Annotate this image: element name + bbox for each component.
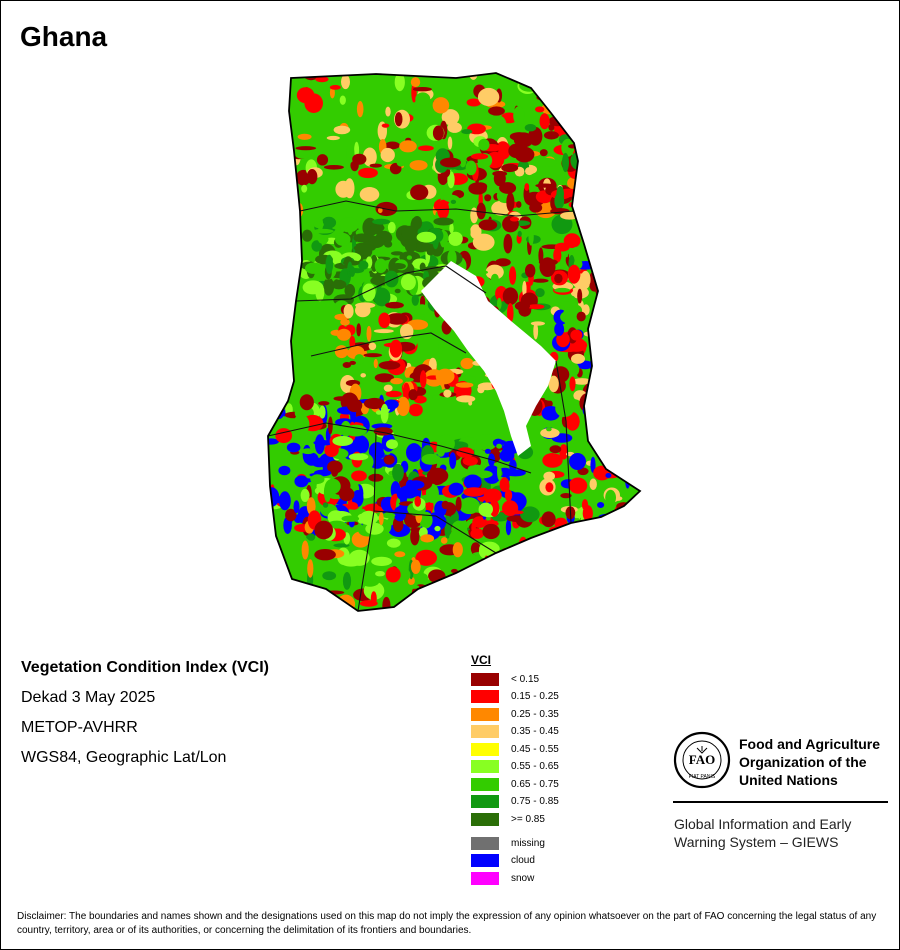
giews-line-1: Global Information and Early (674, 816, 852, 832)
legend-item: 0.75 - 0.85 (471, 795, 559, 809)
fao-logo-motto: FIAT PANIS (689, 774, 716, 780)
legend-swatch (471, 672, 499, 686)
legend-swatch (471, 690, 499, 703)
ghana-vci-map (267, 72, 641, 612)
legend-label: 0.55 - 0.65 (511, 761, 559, 772)
legend-item: snow (471, 871, 534, 885)
legend-label: >= 0.85 (511, 813, 545, 825)
dekad-date: Dekad 3 May 2025 (21, 689, 156, 706)
legend-item: 0.15 - 0.25 (471, 690, 559, 704)
legend-label: 0.15 - 0.25 (511, 691, 559, 702)
legend-swatch (471, 742, 499, 756)
legend-label: 0.45 - 0.55 (511, 743, 559, 755)
legend-swatch (471, 725, 499, 738)
projection-info: WGS84, Geographic Lat/Lon (21, 749, 227, 766)
legend-item: 0.45 - 0.55 (471, 742, 559, 756)
fao-logo-text: FAO (689, 752, 715, 767)
wheat-icon (696, 746, 708, 754)
fao-logo: FAO FIAT PANIS (673, 731, 731, 789)
legend-item: 0.25 - 0.35 (471, 707, 559, 721)
fao-name-line-1: Food and Agriculture (739, 736, 881, 752)
legend-swatch (471, 836, 499, 850)
legend-item: 0.55 - 0.65 (471, 760, 559, 774)
map-title: Ghana (20, 21, 108, 52)
legend-title: VCI (471, 653, 492, 667)
region-boundaries (267, 200, 575, 612)
index-title: Vegetation Condition Index (VCI) (21, 659, 269, 676)
sensor-name: METOP-AVHRR (21, 719, 138, 736)
legend-swatch (471, 777, 499, 791)
legend-item: 0.35 - 0.45 (471, 725, 559, 739)
legend-label: < 0.15 (511, 673, 540, 685)
legend-label: snow (511, 872, 535, 884)
legend-swatch (471, 854, 499, 867)
legend-label: 0.65 - 0.75 (511, 778, 559, 790)
legend-swatch (471, 760, 499, 773)
divider (673, 801, 888, 803)
fao-name-line-3: United Nations (739, 772, 838, 788)
legend-label: cloud (511, 855, 535, 866)
giews-line-2: Warning System – GIEWS (674, 834, 839, 850)
legend-swatch (471, 871, 499, 885)
legend-label: 0.75 - 0.85 (511, 796, 559, 807)
fao-name-line-2: Organization of the (739, 754, 867, 770)
disclaimer: Disclaimer: The boundaries and names sho… (17, 911, 877, 936)
vci-raster (268, 73, 640, 611)
legend-item: missing (471, 836, 545, 850)
legend-label: missing (511, 837, 545, 849)
legend-item: < 0.15 (471, 672, 539, 686)
legend-label: 0.25 - 0.35 (511, 708, 559, 720)
legend-swatch (471, 707, 499, 721)
legend-item: 0.65 - 0.75 (471, 777, 559, 791)
legend-item: >= 0.85 (471, 812, 545, 826)
legend-item: cloud (471, 854, 535, 868)
legend-swatch (471, 812, 499, 826)
legend-swatch (471, 795, 499, 808)
legend-label: 0.35 - 0.45 (511, 726, 559, 737)
